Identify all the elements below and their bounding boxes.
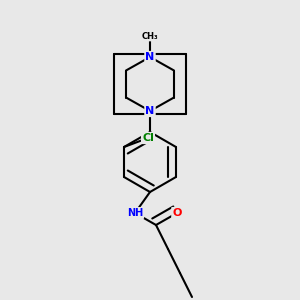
Text: O: O [172, 208, 182, 218]
Text: NH: NH [127, 208, 143, 218]
Text: N: N [146, 106, 154, 116]
Text: N: N [146, 52, 154, 62]
Text: CH₃: CH₃ [142, 32, 158, 40]
Text: Cl: Cl [142, 133, 154, 143]
